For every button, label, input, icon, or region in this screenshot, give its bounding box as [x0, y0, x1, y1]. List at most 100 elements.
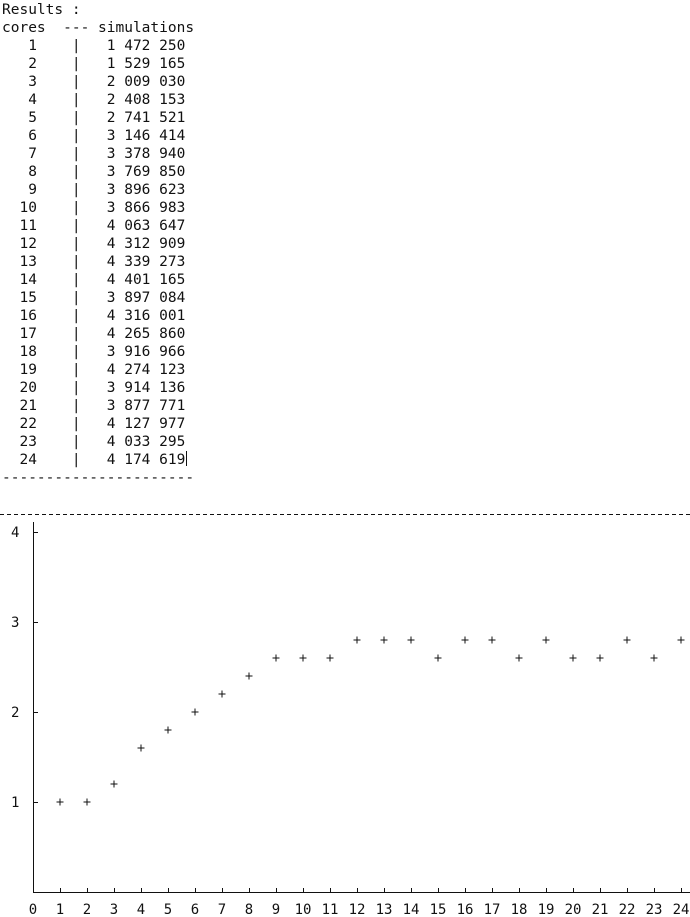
- x-tick-label: 1: [56, 902, 64, 917]
- table-row: 2 | 1 529 165: [2, 55, 185, 73]
- x-tick-label: 22: [619, 902, 636, 917]
- table-header: cores --- simulations: [2, 20, 195, 36]
- row-simulations: 3 378 940: [106, 146, 186, 162]
- table-row: 15 | 3 897 084: [2, 289, 185, 307]
- data-point: [191, 708, 199, 716]
- data-point: [461, 636, 469, 644]
- row-divider: |: [36, 146, 107, 162]
- row-divider: |: [36, 362, 107, 378]
- row-simulations: 4 316 001: [106, 308, 186, 324]
- data-point: [272, 654, 280, 662]
- table-row: 17 | 4 265 860: [2, 325, 185, 343]
- x-tick-label: 12: [349, 902, 366, 917]
- row-cores: 3: [2, 74, 37, 90]
- row-divider: |: [36, 308, 107, 324]
- row-cores: 12: [2, 236, 37, 252]
- row-divider: |: [36, 110, 107, 126]
- row-simulations: 1 472 250: [106, 38, 186, 54]
- data-point: [137, 744, 145, 752]
- x-tick-label: 18: [511, 902, 528, 917]
- data-point: [245, 672, 253, 680]
- row-simulations: 3 896 623: [106, 182, 186, 198]
- results-title: Results :: [2, 2, 81, 18]
- row-cores: 16: [2, 308, 37, 324]
- row-cores: 1: [2, 38, 37, 54]
- row-cores: 13: [2, 254, 37, 270]
- data-point: [380, 636, 388, 644]
- text-cursor: [186, 451, 188, 466]
- row-simulations: 4 063 647: [106, 218, 186, 234]
- row-simulations: 3 897 084: [106, 290, 186, 306]
- row-divider: |: [36, 254, 107, 270]
- data-point: [623, 636, 631, 644]
- row-divider: |: [36, 416, 107, 432]
- row-divider: |: [36, 38, 107, 54]
- x-tick-label: 8: [245, 902, 253, 917]
- data-point: [434, 654, 442, 662]
- x-tick-label: 23: [646, 902, 663, 917]
- x-tick-label: 13: [376, 902, 393, 917]
- row-cores: 23: [2, 434, 37, 450]
- table-row: 1 | 1 472 250: [2, 37, 185, 55]
- data-point: [56, 798, 64, 806]
- data-point: [515, 654, 523, 662]
- row-divider: |: [36, 164, 107, 180]
- row-cores: 21: [2, 398, 37, 414]
- y-tick-label: 4: [11, 525, 19, 541]
- table-row: 3 | 2 009 030: [2, 73, 185, 91]
- x-tick-label: 11: [322, 902, 339, 917]
- row-cores: 9: [2, 182, 37, 198]
- x-tick-label: 17: [484, 902, 501, 917]
- x-tick-label: 5: [164, 902, 172, 917]
- data-point: [407, 636, 415, 644]
- row-simulations: 4 127 977: [106, 416, 186, 432]
- row-divider: |: [36, 182, 107, 198]
- x-tick-label: 16: [457, 902, 474, 917]
- table-row: 11 | 4 063 647: [2, 217, 185, 235]
- row-cores: 15: [2, 290, 37, 306]
- row-divider: |: [36, 290, 107, 306]
- data-point: [164, 726, 172, 734]
- table-row: 22 | 4 127 977: [2, 415, 185, 433]
- row-cores: 10: [2, 200, 37, 216]
- row-divider: |: [36, 434, 107, 450]
- row-cores: 8: [2, 164, 37, 180]
- row-simulations: 4 274 123: [106, 362, 186, 378]
- row-cores: 24: [2, 452, 37, 468]
- row-divider: |: [36, 218, 107, 234]
- table-row: 20 | 3 914 136: [2, 379, 185, 397]
- data-point: [299, 654, 307, 662]
- row-divider: |: [36, 92, 107, 108]
- row-simulations: 3 916 966: [106, 344, 186, 360]
- data-point: [110, 780, 118, 788]
- data-point: [218, 690, 226, 698]
- row-cores: 20: [2, 380, 37, 396]
- table-row: 8 | 3 769 850: [2, 163, 185, 181]
- table-row: 14 | 4 401 165: [2, 271, 185, 289]
- row-simulations: 3 877 771: [106, 398, 186, 414]
- table-separator: ----------------------: [2, 470, 195, 486]
- x-tick-label: 24: [673, 902, 690, 917]
- x-tick-label: 19: [538, 902, 555, 917]
- data-point: [83, 798, 91, 806]
- table-row: 6 | 3 146 414: [2, 127, 185, 145]
- row-cores: 17: [2, 326, 37, 342]
- x-tick-label: 2: [83, 902, 91, 917]
- x-tick-label: 0: [29, 902, 37, 917]
- data-point: [650, 654, 658, 662]
- row-simulations: 3 914 136: [106, 380, 186, 396]
- row-simulations: 2 009 030: [106, 74, 186, 90]
- row-divider: |: [36, 380, 107, 396]
- row-divider: |: [36, 452, 107, 468]
- row-divider: |: [36, 326, 107, 342]
- row-divider: |: [36, 128, 107, 144]
- row-simulations: 4 312 909: [106, 236, 186, 252]
- y-tick-label: 3: [11, 615, 19, 631]
- table-row: 24 | 4 174 619: [2, 451, 188, 469]
- row-simulations: 4 401 165: [106, 272, 186, 288]
- row-divider: |: [36, 398, 107, 414]
- row-divider: |: [36, 56, 107, 72]
- table-row: 4 | 2 408 153: [2, 91, 185, 109]
- data-point: [596, 654, 604, 662]
